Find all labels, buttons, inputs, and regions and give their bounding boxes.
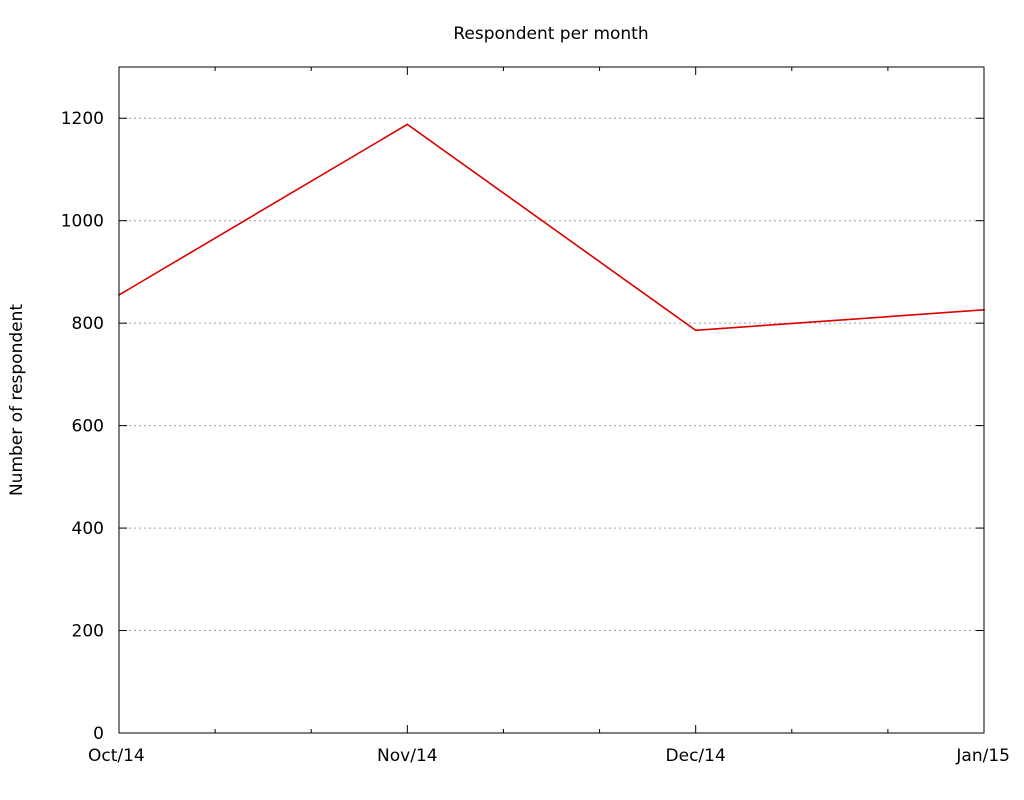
grid-lines xyxy=(119,117,984,632)
chart-title: Respondent per month xyxy=(453,24,648,44)
x-tick-label: Nov/14 xyxy=(377,746,438,766)
data-point xyxy=(406,123,409,126)
data-point xyxy=(694,329,697,332)
x-tick-label: Oct/14 xyxy=(88,746,145,766)
series-group xyxy=(118,123,985,332)
y-tick-label: 800 xyxy=(72,314,104,334)
y-tick-label: 400 xyxy=(72,519,104,539)
axis-ticks xyxy=(118,67,985,734)
y-tick-label: 1200 xyxy=(61,109,104,129)
x-tick-label: Dec/14 xyxy=(666,746,726,766)
x-tick-label: Jan/15 xyxy=(955,746,1010,766)
y-axis-label: Number of respondent xyxy=(7,304,27,496)
y-tick-label: 600 xyxy=(72,417,104,437)
plot-frame xyxy=(118,66,985,734)
tick-labels: 0 200 400 600 800 1000 1200 Oct/14 Nov/14 Dec/14 J… xyxy=(61,109,1010,766)
y-tick-label: 1000 xyxy=(61,212,104,232)
series-line xyxy=(118,123,985,332)
y-tick-label: 200 xyxy=(72,622,104,642)
y-tick-label: 0 xyxy=(93,724,104,744)
